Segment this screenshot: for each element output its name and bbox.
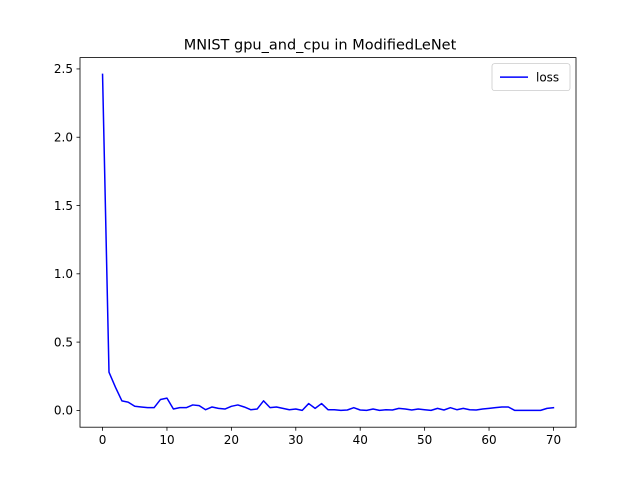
y-tick-label: 0.0 (54, 404, 73, 418)
y-tick-label: 0.5 (54, 335, 73, 349)
legend-box (491, 63, 571, 91)
y-tick-label: 1.0 (54, 267, 73, 281)
y-tick-label: 2.0 (54, 131, 73, 145)
chart-title: MNIST gpu_and_cpu in ModifiedLeNet (184, 38, 457, 54)
x-tick-label: 40 (353, 433, 368, 447)
x-tick-label: 30 (288, 433, 303, 447)
legend-label: loss (536, 70, 559, 84)
y-tick-label: 2.5 (54, 62, 73, 76)
x-tick-label: 20 (224, 433, 239, 447)
x-tick-label: 60 (481, 433, 496, 447)
x-tick-label: 10 (159, 433, 174, 447)
series-line-loss (101, 73, 555, 412)
x-tick-label: 50 (417, 433, 432, 447)
x-tick-label: 0 (99, 433, 107, 447)
x-tick-label: 70 (546, 433, 561, 447)
y-tick-label: 1.5 (54, 199, 73, 213)
plot-area: 0 10 20 30 40 50 60 70 0.0 0.5 1.0 1.5 2.0 2.5 loss (54, 57, 577, 447)
axes-frame (79, 57, 577, 428)
